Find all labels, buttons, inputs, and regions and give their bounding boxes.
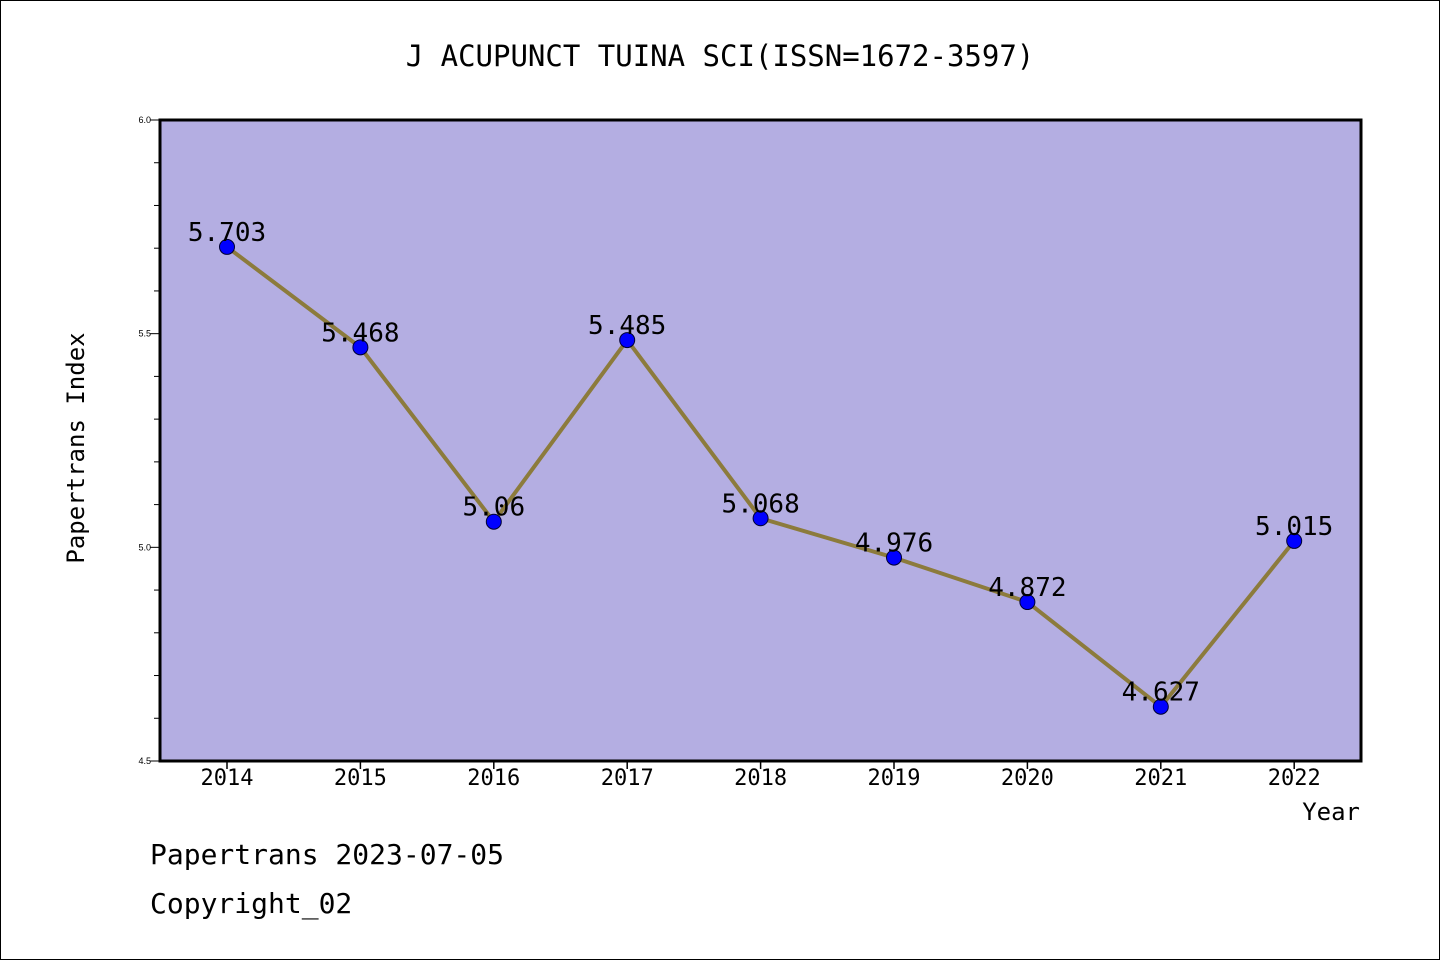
- x-tick-label: 2019: [868, 766, 921, 791]
- y-axis-label: Papertrans Index: [62, 332, 90, 563]
- data-label: 4.976: [855, 529, 933, 559]
- y-tick-label: 5.0: [138, 542, 151, 552]
- data-label: 4.627: [1122, 678, 1200, 708]
- y-tick-label: 5.5: [138, 329, 151, 339]
- data-label: 5.703: [188, 218, 266, 248]
- series-line-group: [219, 238, 1303, 715]
- data-point: [1019, 594, 1036, 611]
- data-point: [1286, 532, 1303, 549]
- data-label: 5.015: [1255, 512, 1333, 542]
- data-point: [352, 339, 369, 356]
- footer-date: Papertrans 2023-07-05: [150, 838, 504, 871]
- plot-area: [158, 118, 1363, 763]
- y-axis: 4.5 5.0 5.5 6.0: [138, 115, 160, 766]
- data-label: 5.06: [462, 493, 525, 523]
- x-tick-label: 2020: [1001, 766, 1054, 791]
- data-labels: 5.703 5.468 5.06 5.485 5.068 4.976 4.872 4.627 5…: [188, 218, 1333, 708]
- x-tick-label: 2014: [201, 766, 254, 791]
- x-axis: 2014 2015 2016 2017 2018 2019 2020 2021 2022: [201, 761, 1321, 791]
- x-tick-label: 2018: [734, 766, 787, 791]
- data-point: [1152, 698, 1169, 715]
- data-point: [219, 238, 235, 255]
- chart-title: J ACUPUNCT TUINA SCI(ISSN=1672-3597): [406, 39, 1035, 73]
- x-tick-label: 2021: [1134, 766, 1187, 791]
- x-axis-label: Year: [1302, 798, 1360, 826]
- data-point: [485, 513, 502, 530]
- data-point: [886, 549, 902, 566]
- data-label: 5.068: [721, 489, 799, 519]
- data-label: 5.485: [588, 311, 666, 341]
- data-label: 4.872: [988, 573, 1066, 603]
- y-tick-label: 4.5: [138, 756, 151, 766]
- x-tick-label: 2017: [601, 766, 654, 791]
- x-tick-label: 2015: [334, 766, 387, 791]
- x-tick-label: 2022: [1268, 766, 1321, 791]
- data-point: [619, 332, 636, 349]
- footer-copyright: Copyright_02: [150, 887, 352, 921]
- y-tick-label: 6.0: [138, 115, 151, 125]
- data-point: [752, 510, 769, 527]
- x-tick-label: 2016: [467, 766, 520, 791]
- data-label: 5.468: [321, 318, 399, 348]
